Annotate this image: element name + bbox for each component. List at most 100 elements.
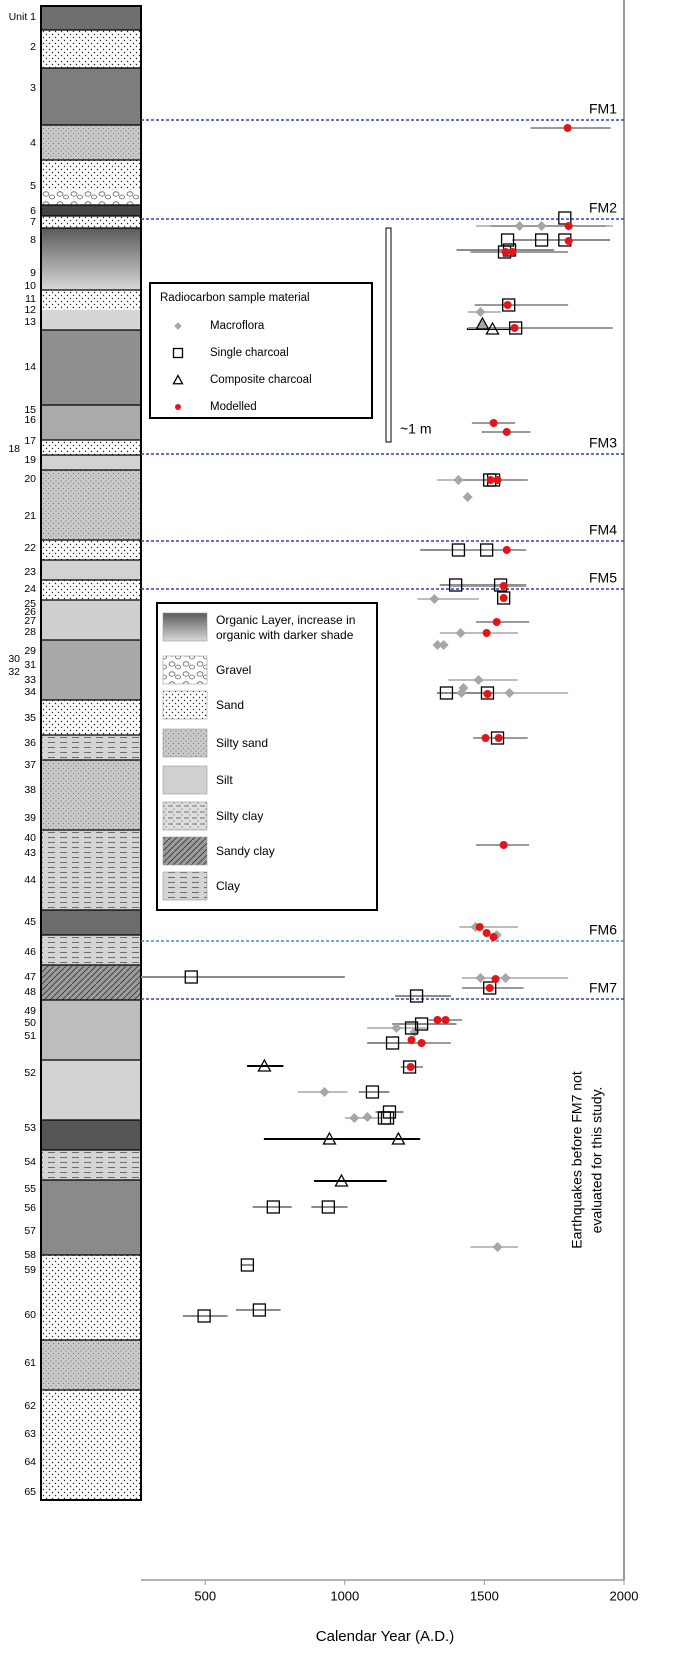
event-label: FM2 bbox=[589, 200, 617, 216]
point-dot bbox=[509, 248, 517, 256]
point-diamond bbox=[463, 492, 473, 502]
column-layer bbox=[41, 228, 141, 290]
point-dot bbox=[500, 841, 508, 849]
unit-label: 59 bbox=[24, 1264, 36, 1276]
unit-label: 31 bbox=[24, 659, 36, 671]
lithology-swatch bbox=[163, 837, 207, 865]
unit-label: 8 bbox=[30, 234, 36, 246]
unit-label: 9 bbox=[30, 267, 36, 279]
column-layer bbox=[41, 735, 141, 760]
unit-label: 7 bbox=[30, 216, 36, 228]
point-dot bbox=[490, 933, 498, 941]
x-tick-label: 2000 bbox=[610, 1588, 639, 1603]
unit-label: 58 bbox=[24, 1249, 36, 1261]
lithology-label: Sandy clay bbox=[216, 844, 275, 858]
column-layer bbox=[41, 1255, 141, 1340]
unit-label: 36 bbox=[24, 737, 36, 749]
column-layer bbox=[41, 6, 141, 30]
unit-label: 38 bbox=[24, 784, 36, 796]
point-diamond bbox=[319, 1087, 329, 1097]
unit-label: 51 bbox=[24, 1030, 36, 1042]
lithology-label: Silty clay bbox=[216, 809, 263, 823]
column-layer bbox=[41, 190, 141, 205]
lithology-label: Silt bbox=[216, 773, 233, 787]
column-layer bbox=[41, 216, 141, 228]
lithology-swatch bbox=[163, 656, 207, 684]
unit-label: 24 bbox=[24, 583, 36, 595]
scale-bar bbox=[386, 228, 391, 442]
point-dot bbox=[565, 222, 573, 230]
unit-label: 20 bbox=[24, 473, 36, 485]
unit-label: 40 bbox=[24, 832, 36, 844]
point-dot bbox=[487, 476, 495, 484]
event-label: FM4 bbox=[589, 522, 617, 538]
column-layer bbox=[41, 935, 141, 965]
column-layer bbox=[41, 1180, 141, 1255]
lithology-label: Sand bbox=[216, 698, 244, 712]
column-layer bbox=[41, 1060, 141, 1120]
point-dot bbox=[486, 984, 494, 992]
legend-label: Single charcoal bbox=[210, 347, 289, 359]
column-layer bbox=[41, 470, 141, 490]
point-diamond bbox=[433, 640, 443, 650]
point-dot bbox=[490, 419, 498, 427]
column-layer bbox=[41, 160, 141, 190]
unit-label: 57 bbox=[24, 1225, 36, 1237]
unit-label: 32 bbox=[8, 666, 20, 678]
unit-label: 19 bbox=[24, 454, 36, 466]
point-dot bbox=[407, 1063, 415, 1071]
point-diamond bbox=[456, 628, 466, 638]
column-layer bbox=[41, 30, 141, 68]
point-dot bbox=[483, 629, 491, 637]
point-dot bbox=[565, 237, 573, 245]
unit-label: 33 bbox=[24, 674, 36, 686]
unit-label: 2 bbox=[30, 41, 36, 53]
column-layer bbox=[41, 405, 141, 440]
lithology-swatch bbox=[163, 872, 207, 900]
unit-label: 44 bbox=[24, 874, 36, 886]
unit-label: 37 bbox=[24, 759, 36, 771]
unit-label: 22 bbox=[24, 542, 36, 554]
point-dot bbox=[476, 923, 484, 931]
unit-label: 64 bbox=[24, 1456, 36, 1468]
unit-label: 30 bbox=[8, 653, 20, 665]
column-layer bbox=[41, 540, 141, 560]
unit-label: 47 bbox=[24, 971, 36, 983]
column-layer bbox=[41, 965, 141, 1000]
unit-label: 49 bbox=[24, 1005, 36, 1017]
event-label: FM7 bbox=[589, 980, 617, 996]
lithology-swatch bbox=[163, 729, 207, 757]
unit-label: 17 bbox=[24, 435, 36, 447]
column-layer bbox=[41, 455, 141, 470]
unit-label: 28 bbox=[24, 626, 36, 638]
unit-label: 16 bbox=[24, 414, 36, 426]
column-layer bbox=[41, 290, 141, 310]
point-diamond bbox=[362, 1112, 372, 1122]
point-diamond bbox=[475, 307, 485, 317]
point-dot bbox=[483, 929, 491, 937]
scale-label: ~1 m bbox=[400, 421, 432, 437]
column-layer bbox=[41, 830, 141, 910]
unit-label: 54 bbox=[24, 1156, 36, 1168]
lithology-swatch bbox=[163, 766, 207, 794]
point-dot bbox=[502, 248, 510, 256]
unit-label: 55 bbox=[24, 1183, 36, 1195]
event-label: FM3 bbox=[589, 435, 617, 451]
column-layer bbox=[41, 700, 141, 735]
column-layer bbox=[41, 760, 141, 830]
point-diamond bbox=[493, 1242, 503, 1252]
legend-label: Modelled bbox=[210, 401, 257, 413]
point-diamond bbox=[505, 688, 515, 698]
lithology-swatch bbox=[163, 691, 207, 719]
column-layer bbox=[41, 600, 141, 640]
legend-label: Macroflora bbox=[210, 320, 265, 332]
unit-label: 23 bbox=[24, 566, 36, 578]
unit-label: 35 bbox=[24, 712, 36, 724]
lithology-label: organic with darker shade bbox=[216, 628, 354, 642]
point-dot bbox=[442, 1016, 450, 1024]
x-tick-label: 500 bbox=[194, 1588, 216, 1603]
column-layer bbox=[41, 1120, 141, 1150]
unit-label: 4 bbox=[30, 137, 36, 149]
legend-title: Radiocarbon sample material bbox=[160, 292, 310, 304]
point-dot bbox=[492, 975, 500, 983]
